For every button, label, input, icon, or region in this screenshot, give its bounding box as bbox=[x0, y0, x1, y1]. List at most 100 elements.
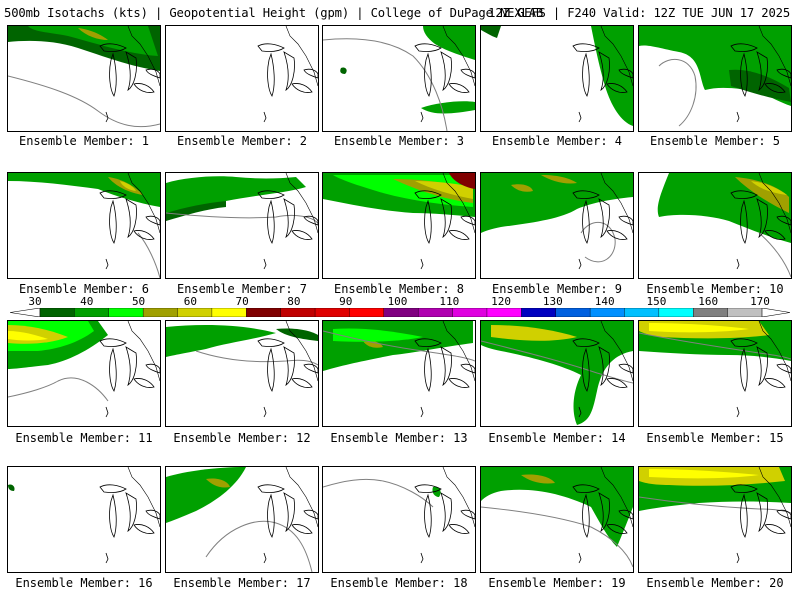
isotach-shading bbox=[78, 28, 108, 40]
height-contour bbox=[580, 222, 616, 263]
colorbar-tick-label: 120 bbox=[491, 295, 511, 308]
colorbar-swatch bbox=[452, 308, 488, 317]
ensemble-member-map bbox=[638, 320, 792, 427]
height-contour bbox=[323, 38, 448, 131]
member-map-canvas bbox=[481, 467, 633, 568]
ensemble-member-map bbox=[7, 320, 161, 427]
colorbar-tick-label: 100 bbox=[387, 295, 408, 308]
florida-outline bbox=[105, 111, 109, 123]
ensemble-member-label: Ensemble Member: 14 bbox=[488, 431, 626, 445]
height-contour bbox=[205, 520, 313, 572]
florida-outline bbox=[420, 111, 424, 123]
height-contour bbox=[166, 212, 318, 224]
isotach-shading bbox=[541, 175, 577, 184]
member-map-canvas bbox=[639, 467, 791, 564]
isotach-shading bbox=[657, 173, 791, 243]
ensemble-member-label: Ensemble Member: 10 bbox=[646, 282, 784, 296]
colorbar-tick-label: 140 bbox=[594, 295, 615, 308]
member-map-canvas bbox=[323, 467, 475, 564]
great-lakes-outline bbox=[257, 190, 318, 244]
height-contour bbox=[137, 232, 160, 278]
coastline bbox=[758, 467, 791, 528]
isotach-shading bbox=[166, 325, 276, 357]
great-lakes-outline bbox=[572, 484, 633, 538]
member-map-canvas bbox=[166, 467, 318, 572]
colorbar-tick-label: 80 bbox=[287, 295, 301, 308]
coastline bbox=[127, 467, 160, 528]
isotach-shading bbox=[481, 467, 633, 547]
ensemble-member-map bbox=[165, 172, 319, 279]
colorbar-swatch bbox=[693, 308, 729, 317]
member-map-canvas bbox=[481, 321, 633, 425]
colorbar-swatch bbox=[177, 308, 213, 317]
isotach-shading bbox=[415, 181, 473, 199]
member-map-canvas bbox=[323, 173, 475, 270]
colorbar-swatch bbox=[521, 308, 557, 317]
colorbar-tick-label: 40 bbox=[80, 295, 94, 308]
isotach-shading bbox=[649, 469, 759, 479]
florida-outline bbox=[578, 258, 582, 270]
isotach-shading bbox=[511, 184, 533, 192]
florida-outline bbox=[736, 552, 740, 564]
florida-outline bbox=[578, 406, 582, 418]
isotach-shading bbox=[421, 101, 475, 114]
isotach-shading bbox=[432, 486, 441, 497]
isotach-shading bbox=[8, 331, 48, 341]
ensemble-member-label: Ensemble Member: 16 bbox=[15, 576, 153, 590]
coastline bbox=[600, 26, 633, 87]
great-lakes-outline bbox=[99, 338, 160, 392]
coastline bbox=[285, 173, 318, 234]
great-lakes-outline bbox=[99, 190, 160, 244]
isotach-shading bbox=[649, 323, 749, 333]
member-map-canvas bbox=[166, 173, 318, 270]
height-contour bbox=[658, 58, 697, 127]
ensemble-member-map bbox=[638, 172, 792, 279]
ensemble-member-map bbox=[165, 320, 319, 427]
ensemble-member-label: Ensemble Member: 6 bbox=[18, 282, 150, 296]
colorbar-swatch bbox=[417, 308, 454, 317]
colorbar-swatch bbox=[555, 308, 591, 317]
ensemble-member-map bbox=[480, 172, 634, 279]
florida-outline bbox=[420, 552, 424, 564]
colorbar-tick-label: 90 bbox=[339, 295, 353, 308]
colorbar-swatch bbox=[383, 308, 419, 317]
colorbar-tick-label: 50 bbox=[131, 295, 146, 308]
ensemble-member-label: Ensemble Member: 18 bbox=[330, 576, 468, 590]
height-contour bbox=[481, 340, 633, 384]
member-map-canvas bbox=[639, 26, 791, 127]
colorbar-tick-label: 70 bbox=[235, 295, 249, 308]
coastline bbox=[600, 173, 633, 234]
great-lakes-outline bbox=[257, 338, 318, 392]
ensemble-member-label: Ensemble Member: 12 bbox=[173, 431, 311, 445]
header-product-title: 500mb Isotachs (kts) | Geopotential Heig… bbox=[4, 6, 544, 20]
coastline bbox=[442, 467, 475, 528]
colorbar-swatch bbox=[486, 308, 522, 317]
great-lakes-outline bbox=[414, 338, 475, 392]
height-contour bbox=[8, 75, 160, 128]
ensemble-member-label: Ensemble Member: 17 bbox=[173, 576, 311, 590]
florida-outline bbox=[263, 111, 267, 123]
florida-outline bbox=[736, 111, 740, 123]
ensemble-member-map bbox=[7, 466, 161, 573]
florida-outline bbox=[578, 552, 582, 564]
ensemble-member-label: Ensemble Member: 20 bbox=[646, 576, 784, 590]
isotach-shading bbox=[340, 67, 347, 74]
member-map-canvas bbox=[481, 26, 633, 126]
colorbar-swatch bbox=[349, 308, 385, 317]
florida-outline bbox=[263, 406, 267, 418]
great-lakes-outline bbox=[414, 43, 475, 97]
isotach-shading bbox=[521, 474, 555, 484]
great-lakes-outline bbox=[572, 43, 633, 97]
florida-outline bbox=[420, 258, 424, 270]
coastline bbox=[758, 173, 791, 234]
height-contour bbox=[481, 506, 633, 568]
coastline bbox=[600, 467, 633, 528]
isotach-shading bbox=[276, 328, 318, 341]
colorbar-labels: 30 40 50 60 70 80 90 100 110 120 130 140 150 160 170 bbox=[10, 296, 790, 308]
great-lakes-outline bbox=[572, 190, 633, 244]
height-contour bbox=[8, 377, 109, 402]
ensemble-member-map bbox=[322, 320, 476, 427]
colorbar-tick-label: 160 bbox=[698, 295, 719, 308]
member-map-canvas bbox=[481, 173, 633, 270]
ensemble-member-map bbox=[480, 320, 634, 427]
